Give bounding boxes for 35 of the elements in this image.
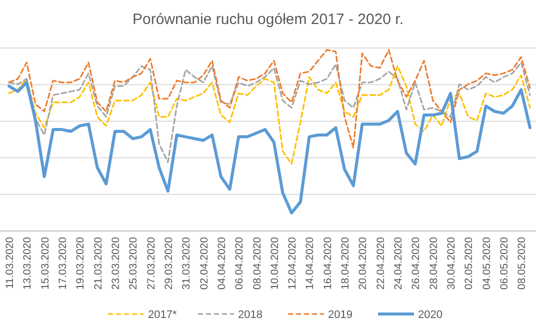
x-tick-label: 29.03.2020 bbox=[162, 236, 175, 290]
x-tick-label: 10.04.2020 bbox=[268, 236, 281, 290]
x-tick-label: 15.03.2020 bbox=[39, 236, 52, 290]
x-tick-label: 11.03.2020 bbox=[4, 236, 16, 289]
legend-label: 2017* bbox=[148, 309, 178, 321]
x-tick-label: 04.04.2020 bbox=[216, 236, 228, 290]
x-tick-label: 02.04.2020 bbox=[198, 236, 210, 290]
x-tick-label: 25.03.2020 bbox=[128, 236, 140, 290]
x-tick-label: 08.04.2020 bbox=[251, 236, 264, 290]
x-tick-label: 26.04.2020 bbox=[410, 236, 422, 290]
x-tick-label: 30.04.2020 bbox=[446, 236, 458, 290]
chart-title: Porównanie ruchu ogółem 2017 - 2020 r. bbox=[132, 11, 404, 28]
x-tick-label: 18.04.2020 bbox=[340, 236, 352, 290]
x-tick-label: 13.03.2020 bbox=[22, 236, 34, 290]
x-tick-label: 31.03.2020 bbox=[180, 236, 193, 290]
x-tick-label: 14.04.2020 bbox=[304, 236, 316, 290]
x-tick-label: 16.04.2020 bbox=[322, 236, 334, 290]
x-tick-label: 28.04.2020 bbox=[428, 236, 440, 290]
x-tick-label: 08.05.2020 bbox=[516, 236, 528, 290]
legend-label: 2020 bbox=[418, 309, 442, 321]
x-tick-label: 23.03.2020 bbox=[110, 236, 122, 290]
x-tick-label: 17.03.2020 bbox=[56, 236, 69, 290]
x-tick-label: 22.04.2020 bbox=[374, 236, 387, 290]
x-tick-label: 24.04.2020 bbox=[392, 236, 405, 290]
x-tick-label: 12.04.2020 bbox=[286, 236, 299, 290]
x-tick-label: 04.05.2020 bbox=[480, 236, 493, 290]
x-tick-label: 20.04.2020 bbox=[357, 236, 370, 290]
legend-label: 2019 bbox=[328, 309, 352, 321]
legend-label: 2018 bbox=[238, 309, 262, 321]
x-tick-label: 19.03.2020 bbox=[74, 236, 87, 290]
x-tick-label: 27.03.2020 bbox=[145, 236, 158, 290]
x-tick-label: 06.05.2020 bbox=[498, 236, 511, 290]
x-tick-label: 21.03.2020 bbox=[92, 236, 104, 290]
x-tick-label: 02.05.2020 bbox=[463, 236, 476, 290]
x-tick-label: 06.04.2020 bbox=[234, 236, 246, 290]
